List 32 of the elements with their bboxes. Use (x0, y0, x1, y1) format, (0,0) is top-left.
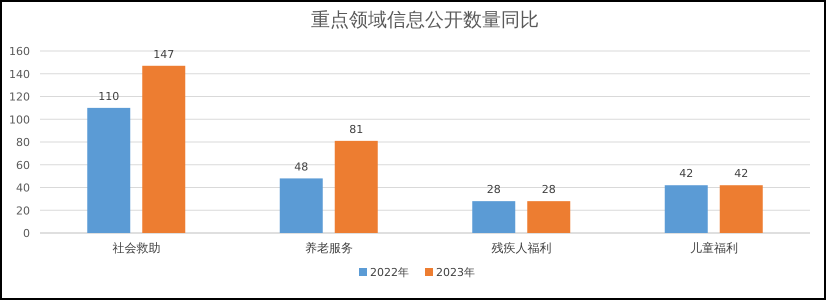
data-label: 28 (542, 183, 556, 196)
y-tick-label: 100 (9, 113, 30, 126)
x-tick-label: 社会救助 (112, 241, 160, 255)
legend-label: 2022年 (370, 266, 409, 279)
bar (87, 108, 130, 233)
data-label: 42 (734, 167, 748, 180)
y-tick-label: 20 (16, 204, 30, 218)
data-label: 147 (153, 48, 174, 61)
y-tick-label: 40 (16, 182, 30, 194)
bar (280, 178, 323, 233)
bar (720, 185, 763, 233)
data-label: 42 (679, 167, 694, 180)
data-label: 28 (486, 183, 501, 196)
bar (334, 140, 378, 233)
legend-label: 2023年 (436, 266, 475, 279)
y-tick-label: 80 (16, 136, 30, 149)
bar (142, 66, 186, 233)
y-tick-label: 160 (9, 45, 30, 58)
x-tick-label: 儿童福利 (690, 241, 738, 255)
bar (527, 201, 570, 233)
bar (472, 201, 516, 233)
data-label: 110 (98, 90, 120, 103)
y-tick-label: 60 (16, 158, 30, 172)
y-tick-label: 0 (23, 227, 30, 240)
data-label: 81 (349, 122, 364, 136)
x-tick-label: 残疾人福利 (491, 241, 552, 255)
data-label: 48 (294, 160, 308, 174)
chart-title: 重点领域信息公开数量同比 (311, 9, 539, 31)
x-tick-label: 养老服务 (304, 241, 353, 255)
bar (664, 185, 708, 233)
y-tick-label: 120 (9, 90, 30, 104)
y-tick-label: 140 (9, 68, 30, 81)
